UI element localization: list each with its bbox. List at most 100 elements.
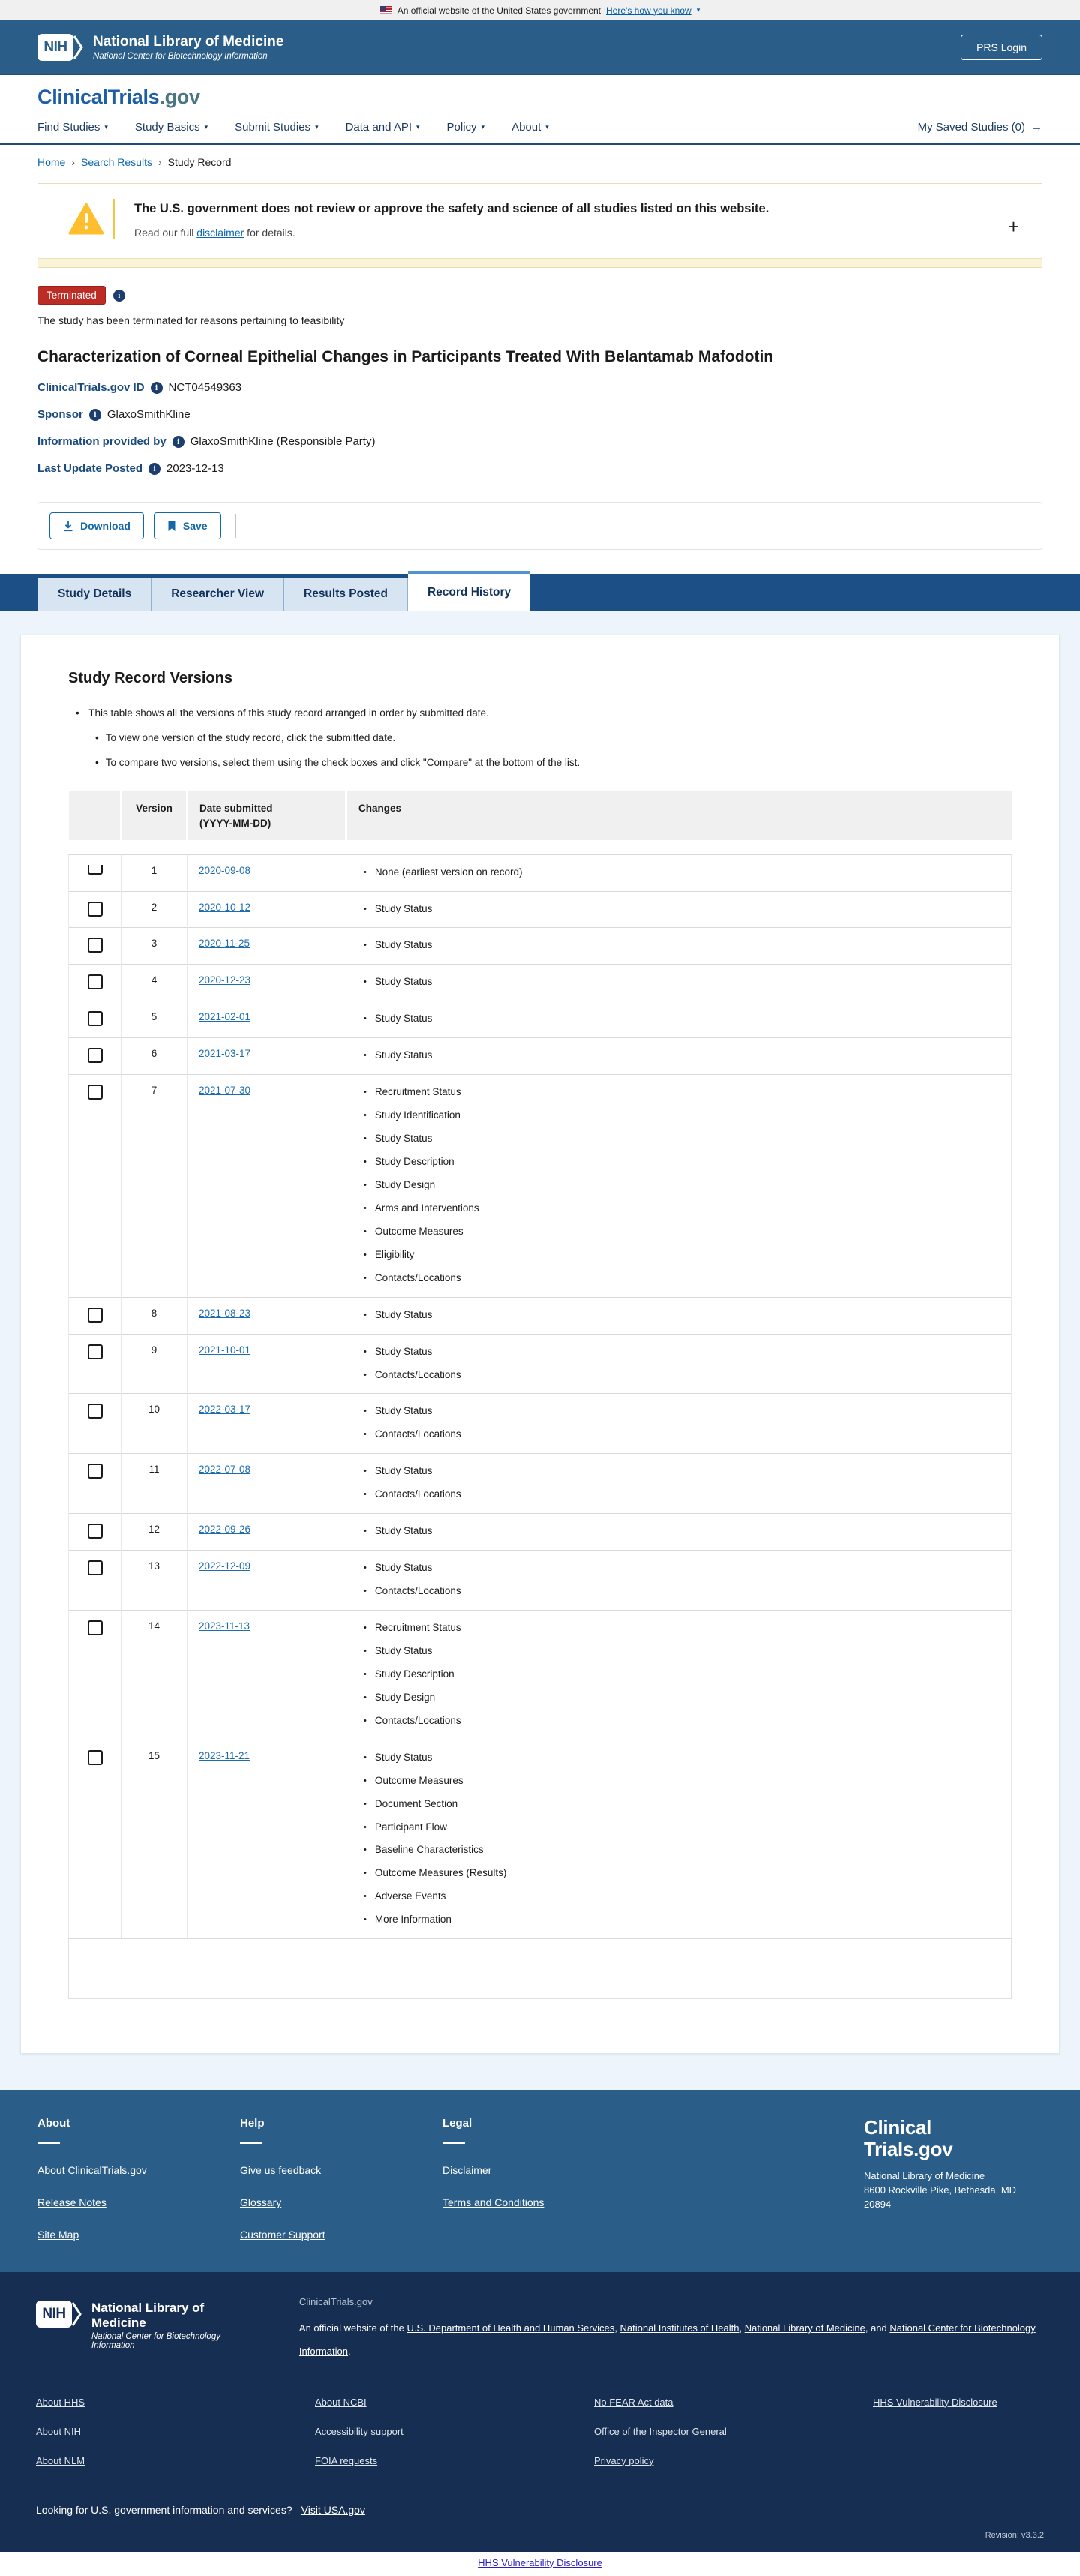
prs-login-button[interactable]: PRS Login [961,34,1042,60]
nih-footer-link[interactable]: HHS Vulnerability Disclosure [873,2396,998,2408]
version-date-link[interactable]: 2022-09-26 [199,1524,251,1536]
nav-item-about[interactable]: About ▾ [512,121,549,134]
change-item: Study Status [364,1524,1000,1539]
official-link[interactable]: U.S. Department of Health and Human Serv… [406,2322,615,2334]
info-icon[interactable]: i [112,289,125,302]
version-checkbox[interactable] [87,1404,103,1419]
nih-footer-link[interactable]: Privacy policy [594,2454,654,2466]
footer-link[interactable]: About ClinicalTrials.gov [38,2164,147,2177]
version-date-link[interactable]: 2021-08-23 [199,1307,251,1319]
footer-link[interactable]: Site Map [38,2229,80,2241]
breadcrumb-item[interactable]: Search Results [81,156,152,168]
info-icon[interactable]: i [150,381,163,394]
nih-footer-link[interactable]: About NCBI [315,2396,367,2408]
version-checkbox[interactable] [87,1011,103,1027]
visit-usa-gov-link[interactable]: Visit USA.gov [301,2503,365,2516]
version-date-link[interactable]: 2023-11-21 [199,1749,250,1761]
version-checkbox[interactable] [87,1560,103,1576]
version-checkbox[interactable] [87,1048,103,1064]
version-date-link[interactable]: 2022-07-08 [199,1464,251,1476]
table-row: 4 2020-12-23 Study Status [68,964,1012,1001]
chevron-down-icon: ▾ [104,123,108,131]
nih-footer-link[interactable]: About NLM [36,2454,86,2466]
version-checkbox[interactable] [87,1620,103,1636]
official-link[interactable]: National Institutes of Health [620,2322,740,2334]
footer-link[interactable]: Glossary [240,2196,282,2209]
version-checkbox[interactable] [87,974,103,990]
version-cell: 15 [121,1739,188,1940]
version-date-link[interactable]: 2021-03-17 [199,1048,251,1060]
version-checkbox[interactable] [87,1344,103,1359]
change-item: Study Status [364,1750,1000,1765]
how-you-know-link[interactable]: Here's how you know [606,5,692,16]
info-icon[interactable]: i [88,408,101,421]
tab-results-posted[interactable]: Results Posted [284,578,408,611]
version-checkbox[interactable] [87,901,103,917]
download-button[interactable]: Download [50,512,144,540]
nav-item-submit-studies[interactable]: Submit Studies ▾ [235,121,318,134]
nih-footer-link[interactable]: FOIA requests [315,2454,378,2466]
version-date-link[interactable]: 2021-02-01 [199,1011,251,1023]
nih-logo[interactable]: NIH National Library of Medicine Nationa… [38,33,284,61]
versions-table-body: 1 2020-09-08 None (earliest version on rec… [68,854,1012,1940]
nih-footer-logo[interactable]: NIH National Library of Medicine Nationa… [36,2296,253,2363]
tab-researcher-view[interactable]: Researcher View [152,578,284,611]
version-date-link[interactable]: 2023-11-13 [199,1620,250,1632]
version-date-link[interactable]: 2022-03-17 [199,1404,251,1416]
nav-item-policy[interactable]: Policy ▾ [447,121,485,134]
bookmark-icon [168,521,176,531]
version-date-link[interactable]: 2022-12-09 [199,1560,251,1572]
nav-item-study-basics[interactable]: Study Basics ▾ [135,121,208,134]
version-cell: 8 [121,1296,188,1335]
version-checkbox[interactable] [87,1749,103,1765]
info-icon[interactable]: i [172,435,184,448]
disclaimer-link[interactable]: disclaimer [196,227,244,239]
expand-icon[interactable]: + [1007,215,1019,238]
my-saved-studies-link[interactable]: My Saved Studies (0) → [917,121,1042,134]
version-checkbox[interactable] [87,1464,103,1479]
change-item: Study Status [364,1011,1000,1026]
clinicaltrials-logo[interactable]: ClinicalTrials.gov [38,86,1042,109]
version-cell: 1 [121,854,188,892]
footer-column-help: Help Give us feedback Glossary Customer Sup… [240,2117,442,2241]
version-checkbox[interactable] [87,1307,103,1323]
nav-item-data-and-api[interactable]: Data and API ▾ [346,121,420,134]
change-item: Contacts/Locations [364,1584,1000,1599]
version-checkbox[interactable] [87,864,103,875]
footer-link[interactable]: Give us feedback [240,2164,322,2177]
version-date-link[interactable]: 2020-10-12 [199,901,251,913]
footer-heading-rule [442,2142,465,2145]
save-button[interactable]: Save [153,512,221,540]
footer-link[interactable]: Disclaimer [442,2164,492,2177]
nih-footer-link[interactable]: About NIH [36,2425,81,2437]
footer-link[interactable]: Terms and Conditions [442,2196,544,2209]
nih-footer-link[interactable]: Office of the Inspector General [594,2425,727,2437]
hhs-vulnerability-link[interactable]: HHS Vulnerability Disclosure [478,2556,602,2568]
breadcrumb-item[interactable]: Home [38,156,66,168]
tab-study-details[interactable]: Study Details [38,578,152,611]
version-date-link[interactable]: 2021-07-30 [199,1085,251,1097]
version-date-link[interactable]: 2020-09-08 [199,864,251,876]
nih-footer-link[interactable]: No FEAR Act data [594,2396,674,2408]
version-date-link[interactable]: 2020-12-23 [199,974,251,986]
nih-footer-link[interactable]: About HHS [36,2396,86,2408]
version-date-link[interactable]: 2021-10-01 [199,1344,251,1356]
record-versions-card: Study Record Versions This table shows a… [20,635,1060,2055]
table-footer-empty [68,1938,1012,2000]
version-checkbox[interactable] [87,938,103,953]
footer-link[interactable]: Customer Support [240,2229,326,2241]
version-checkbox[interactable] [87,1085,103,1100]
footer-column-about: About About ClinicalTrials.gov Release Not… [38,2117,240,2241]
footer-link[interactable]: Release Notes [38,2196,106,2209]
version-checkbox[interactable] [87,1524,103,1539]
usa-gov-row: Looking for U.S. government information … [36,2503,365,2516]
info-icon[interactable]: i [148,462,161,475]
official-link[interactable]: National Library of Medicine [744,2322,866,2334]
nav-item-find-studies[interactable]: Find Studies ▾ [38,121,108,134]
tab-record-history[interactable]: Record History [407,571,531,611]
bottom-strip: HHS Vulnerability Disclosure [0,2551,1080,2576]
checkbox-cell [68,854,122,892]
date-cell: 2021-07-30 [187,1074,346,1298]
version-date-link[interactable]: 2020-11-25 [199,938,250,950]
nih-footer-link[interactable]: Accessibility support [315,2425,404,2437]
